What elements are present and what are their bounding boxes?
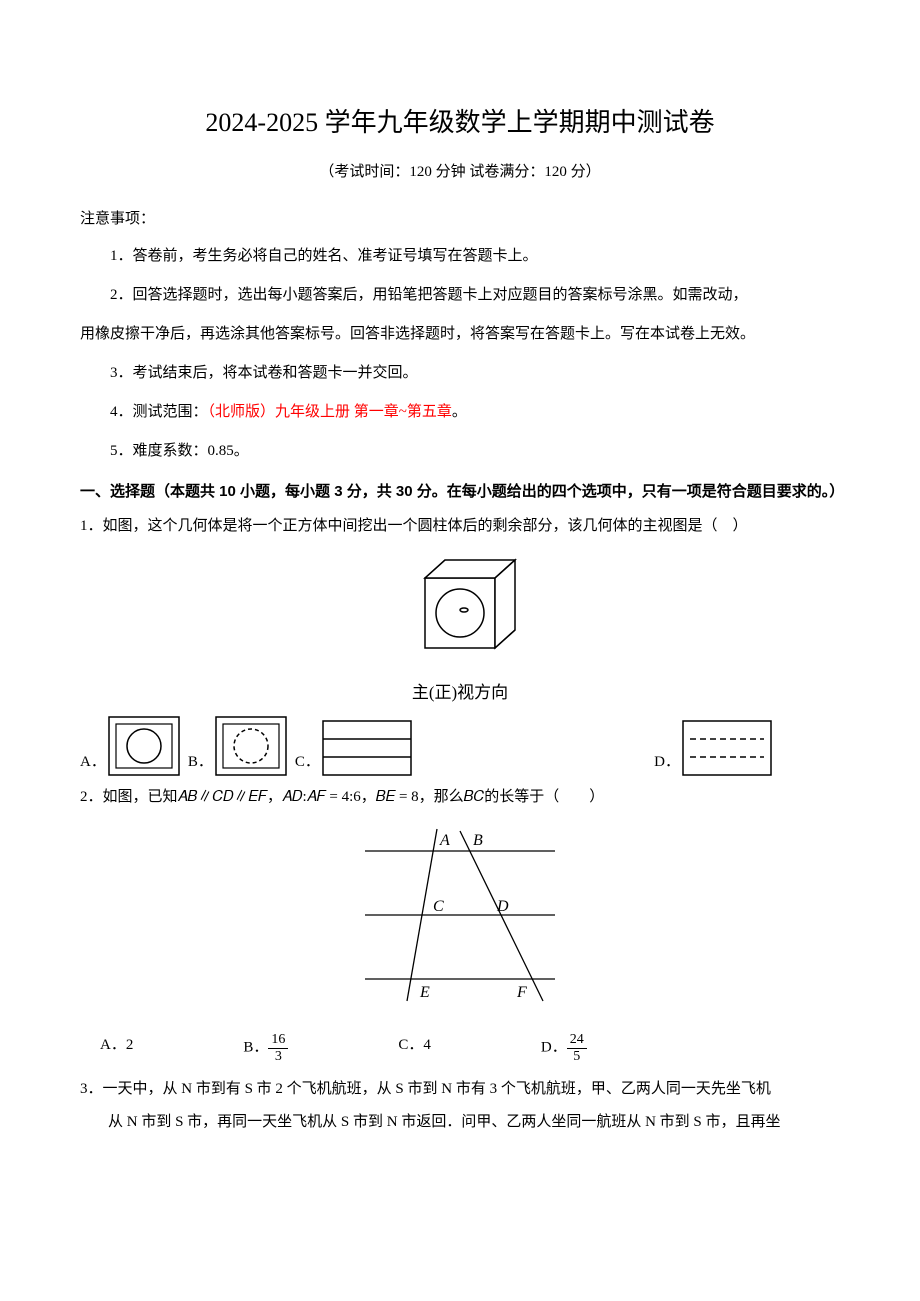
q2-opt-d-den: 5: [567, 1049, 587, 1064]
q2-opt-a: A．2: [100, 1032, 133, 1064]
q1-opt-a-icon: [108, 716, 180, 776]
q1-opt-b: B．: [188, 716, 287, 776]
notice-4-pre: 4．测试范围：: [110, 404, 208, 420]
q2-opt-b-pre: B．: [243, 1040, 268, 1056]
q1-opt-a-label: A．: [80, 749, 106, 776]
label-D: D: [496, 898, 509, 915]
page-title: 2024-2025 学年九年级数学上学期期中测试卷: [80, 100, 840, 147]
notice-2a: 2．回答选择题时，选出每小题答案后，用铅笔把答题卡上对应题目的答案标号涂黑。如需…: [80, 282, 840, 309]
notice-heading: 注意事项：: [80, 206, 840, 233]
q1-opt-a: A．: [80, 716, 180, 776]
q1-opt-d-label: D．: [654, 749, 680, 776]
label-F: F: [516, 984, 527, 1001]
q1-opt-c-icon: [322, 720, 412, 776]
q1-opt-c: C．: [295, 720, 412, 776]
q2-opt-d: D．245: [541, 1032, 587, 1064]
q2-opt-c: C．4: [398, 1032, 431, 1064]
q2-opt-d-num: 24: [567, 1032, 587, 1048]
q1-opt-c-label: C．: [295, 749, 320, 776]
cube-icon: [395, 548, 525, 668]
question-3: 3．一天中，从 N 市到有 S 市 2 个飞机航班，从 S 市到 N 市有 3 …: [80, 1076, 840, 1136]
q1-caption: 主(正)视方向: [80, 678, 840, 709]
q2-opt-b-den: 3: [268, 1049, 288, 1064]
notice-4-red: （北师版）九年级上册 第一章~第五章: [208, 404, 452, 420]
q1-opt-b-label: B．: [188, 749, 213, 776]
q1-opt-d-icon: [682, 720, 772, 776]
q3-line1: 3．一天中，从 N 市到有 S 市 2 个飞机航班，从 S 市到 N 市有 3 …: [80, 1076, 840, 1103]
notice-2b: 用橡皮擦干净后，再选涂其他答案标号。回答非选择题时，将答案写在答题卡上。写在本试…: [80, 321, 840, 348]
q3-line2: 从 N 市到 S 市，再同一天坐飞机从 S 市到 N 市返回．问甲、乙两人坐同一…: [80, 1109, 840, 1136]
q1-options: A． B． C． D．: [80, 716, 840, 776]
exam-subtitle: （考试时间：120 分钟 试卷满分：120 分）: [80, 159, 840, 186]
q1-main-figure: 主(正)视方向: [80, 548, 840, 709]
q1-opt-d: D．: [654, 720, 772, 776]
parallel-lines-icon: A B C D E F: [345, 819, 575, 1014]
q2-opt-d-pre: D．: [541, 1040, 567, 1056]
q1-opt-b-icon: [215, 716, 287, 776]
q1-text: 1．如图，这个几何体是将一个正方体中间挖出一个圆柱体后的剩余部分，该几何体的主视…: [80, 513, 840, 540]
notice-1: 1．答卷前，考生务必将自己的姓名、准考证号填写在答题卡上。: [80, 243, 840, 270]
q2-opt-b: B．163: [243, 1032, 288, 1064]
notice-4: 4．测试范围：（北师版）九年级上册 第一章~第五章。: [80, 399, 840, 426]
label-B: B: [473, 832, 483, 849]
q2-figure: A B C D E F: [80, 819, 840, 1024]
label-E: E: [419, 984, 430, 1001]
label-C: C: [433, 898, 444, 915]
question-1: 1．如图，这个几何体是将一个正方体中间挖出一个圆柱体后的剩余部分，该几何体的主视…: [80, 513, 840, 777]
notice-3: 3．考试结束后，将本试卷和答题卡一并交回。: [80, 360, 840, 387]
q2-options: A．2 B．163 C．4 D．245: [100, 1032, 840, 1064]
q2-opt-b-num: 16: [268, 1032, 288, 1048]
q2-text: 2．如图，已知𝐴𝐵∥𝐶𝐷∥𝐸𝐹，𝐴𝐷:𝐴𝐹 = 4:6，𝐵𝐸 = 8，那么𝐵𝐶的…: [80, 784, 840, 811]
section-1-heading: 一、选择题（本题共 10 小题，每小题 3 分，共 30 分。在每小题给出的四个…: [80, 477, 840, 507]
notice-5: 5．难度系数：0.85。: [80, 438, 840, 465]
notice-4-post: 。: [452, 404, 467, 420]
question-2: 2．如图，已知𝐴𝐵∥𝐶𝐷∥𝐸𝐹，𝐴𝐷:𝐴𝐹 = 4:6，𝐵𝐸 = 8，那么𝐵𝐶的…: [80, 784, 840, 1064]
label-A: A: [439, 832, 450, 849]
